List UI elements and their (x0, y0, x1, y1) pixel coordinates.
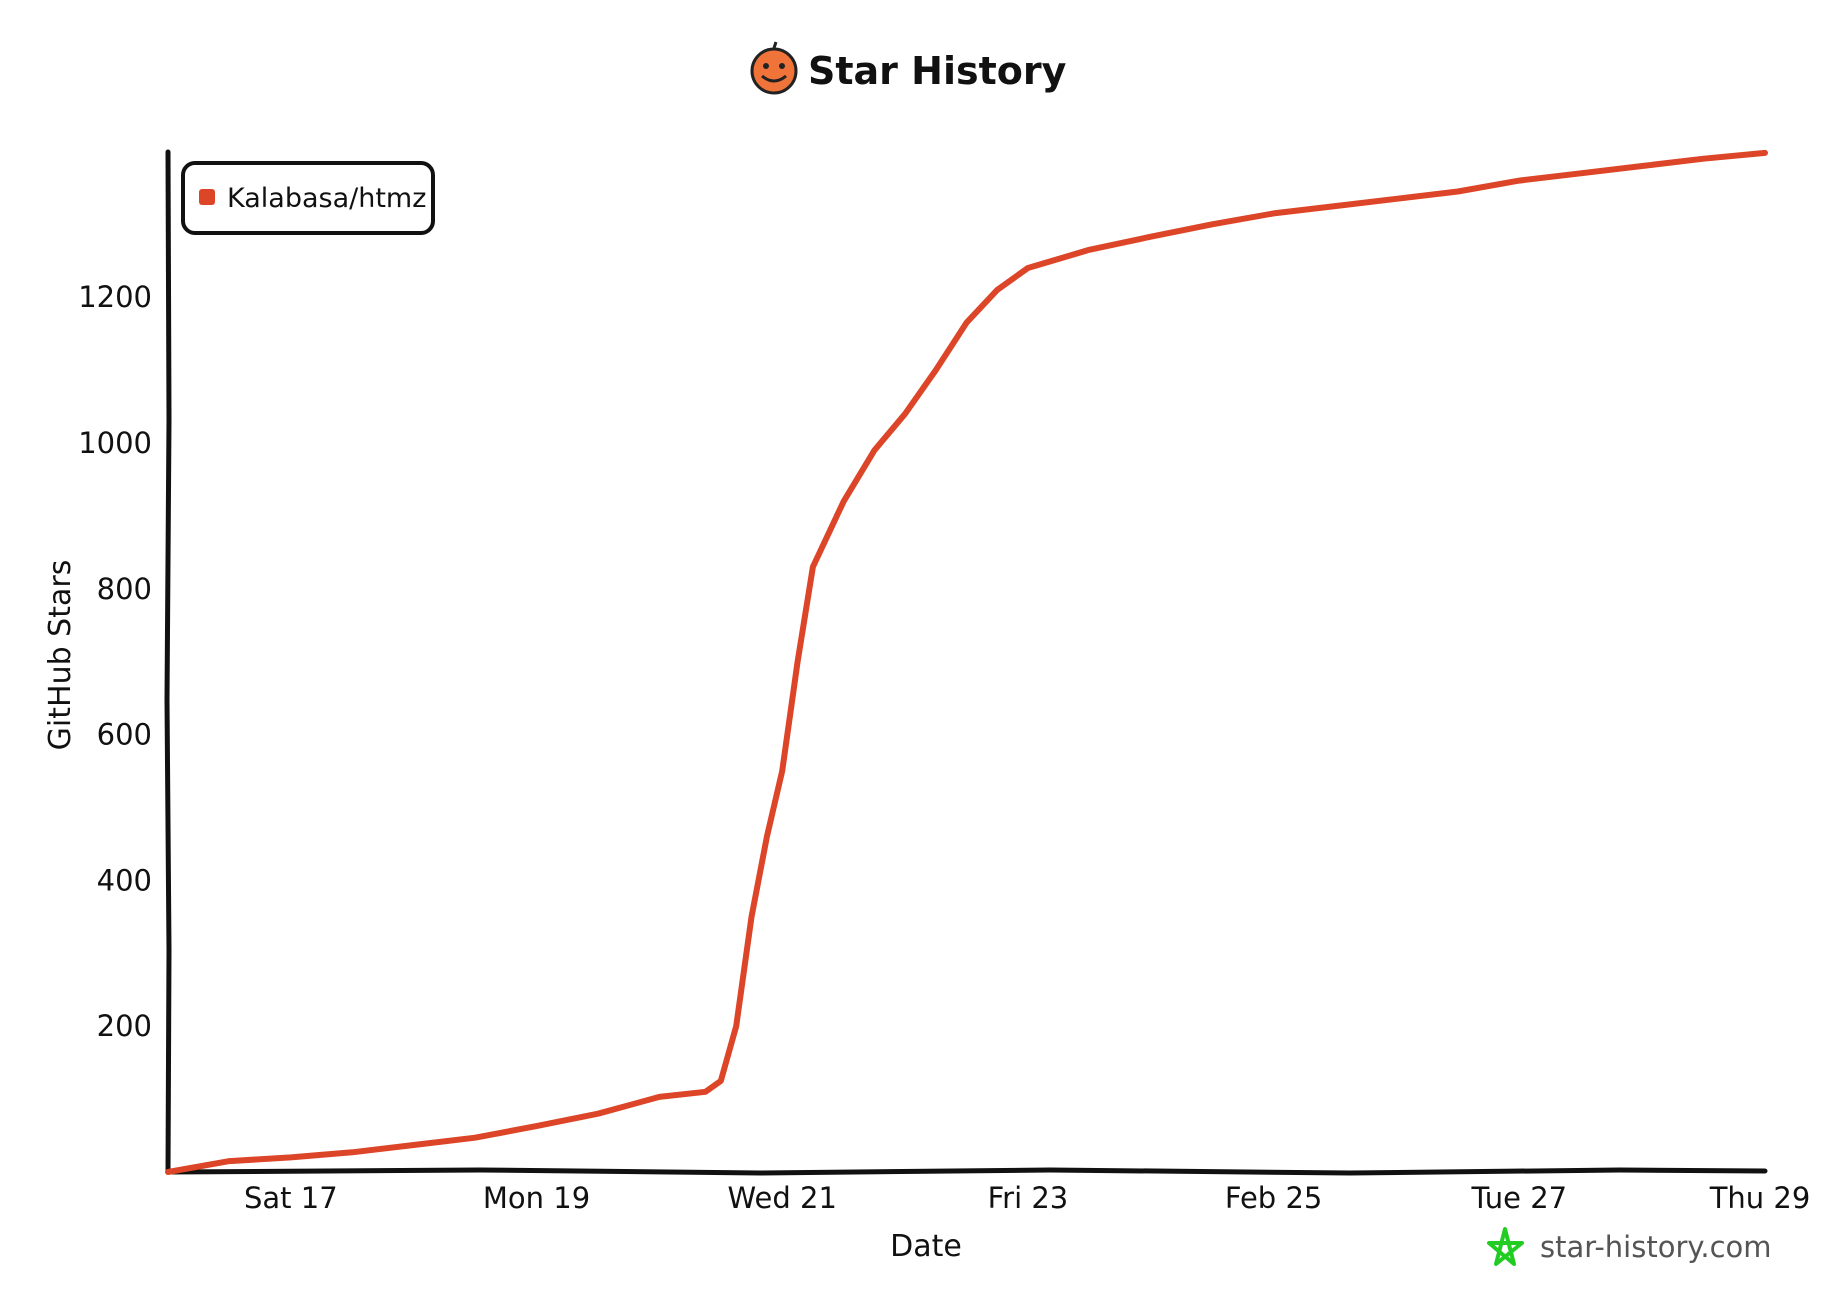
star-outline-icon (1487, 1227, 1524, 1266)
y-axis-line (164, 149, 172, 1175)
y-axis-title: GitHub Stars (43, 560, 78, 751)
chart-title: Star History (808, 49, 1067, 93)
y-tick-label: 1200 (78, 280, 152, 314)
watermark-text: star-history.com (1540, 1230, 1772, 1264)
x-tick-label: Wed 21 (728, 1181, 837, 1215)
jack-o-lantern-icon (750, 41, 798, 95)
x-tick-label: Feb 25 (1225, 1181, 1322, 1215)
legend-box (181, 161, 435, 235)
x-tick-label: Sat 17 (244, 1181, 338, 1215)
watermark[interactable]: star-history.com (1487, 1227, 1772, 1266)
x-tick-label: Tue 27 (1470, 1181, 1567, 1215)
series-line-kalabasa-htmz (165, 149, 1768, 1175)
x-axis-ticks: Sat 17 Mon 19 Wed 21 Fri 23 Feb 25 Tue 27 Thu … (244, 1181, 1810, 1215)
y-tick-label: 1000 (78, 426, 152, 460)
x-tick-label: Mon 19 (483, 1181, 590, 1215)
chart-title-group: Star History (750, 41, 1067, 95)
x-axis-line (165, 1167, 1768, 1176)
x-axis-title: Date (890, 1229, 962, 1264)
legend-swatch (199, 189, 215, 205)
y-tick-label: 400 (97, 863, 152, 897)
x-tick-label: Fri 23 (988, 1181, 1069, 1215)
legend[interactable]: Kalabasa/htmz (181, 161, 435, 235)
y-axis-ticks: 200 400 600 800 1000 1200 (78, 280, 152, 1043)
y-tick-label: 800 (97, 572, 152, 606)
x-tick-label: Thu 29 (1709, 1181, 1811, 1215)
y-tick-label: 600 (97, 718, 152, 752)
y-tick-label: 200 (97, 1009, 152, 1043)
legend-label: Kalabasa/htmz (227, 183, 426, 214)
